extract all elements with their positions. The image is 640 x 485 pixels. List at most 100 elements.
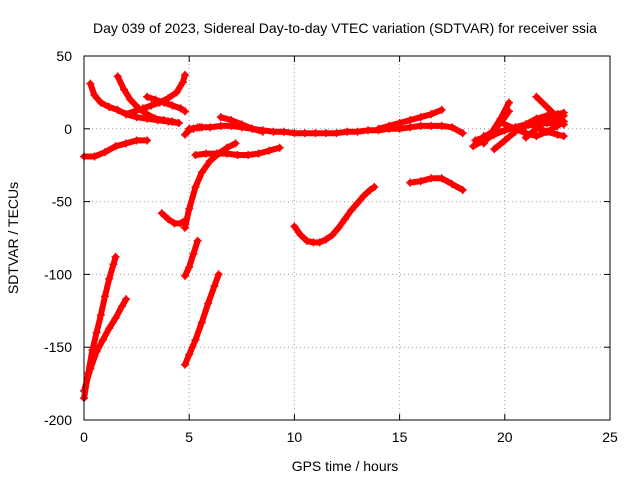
data-point — [130, 107, 139, 116]
series-arc-04 — [113, 72, 183, 127]
data-point — [111, 314, 120, 323]
y-tick-label: -150 — [44, 339, 72, 355]
series-line — [81, 296, 130, 394]
data-point — [164, 215, 173, 224]
data-point — [311, 129, 320, 138]
data-point — [437, 121, 446, 130]
data-point — [290, 222, 299, 231]
data-point — [427, 121, 436, 130]
data-point — [542, 102, 551, 111]
data-point — [90, 152, 99, 161]
series-arc-16 — [180, 270, 223, 369]
data-point — [275, 143, 284, 152]
data-point — [370, 183, 379, 192]
series-arc-06 — [143, 92, 189, 116]
data-point — [332, 129, 341, 138]
data-point — [553, 116, 562, 125]
data-point — [244, 151, 253, 160]
data-point — [500, 126, 509, 135]
data-point — [168, 117, 177, 126]
data-point — [86, 79, 95, 88]
data-point — [185, 124, 194, 133]
data-point — [458, 185, 467, 194]
data-point — [119, 85, 128, 94]
y-tick-label: 50 — [56, 48, 72, 64]
data-point — [180, 107, 189, 116]
data-point — [105, 102, 114, 111]
series-arc-08 — [157, 209, 189, 228]
data-point — [159, 116, 168, 125]
data-point — [258, 127, 267, 136]
data-point — [174, 118, 183, 127]
data-point — [172, 88, 181, 97]
data-point — [374, 124, 383, 133]
data-point — [521, 133, 530, 142]
data-point — [366, 185, 375, 194]
data-point — [542, 127, 551, 136]
data-point — [521, 120, 530, 129]
series-arc-02 — [80, 295, 131, 395]
data-point — [197, 318, 206, 327]
data-point — [178, 78, 187, 87]
data-point — [126, 95, 135, 104]
data-point — [212, 149, 221, 158]
data-point — [180, 70, 189, 79]
data-point — [214, 270, 223, 279]
data-point — [490, 129, 499, 138]
data-point — [416, 121, 425, 130]
y-tick-label: -200 — [44, 412, 72, 428]
data-point — [437, 174, 446, 183]
series-arc-15 — [180, 236, 202, 280]
data-point — [471, 136, 480, 145]
data-point — [147, 101, 156, 110]
chart-title: Day 039 of 2023, Sidereal Day-to-day VTE… — [93, 20, 597, 36]
data-point — [490, 145, 499, 154]
data-point — [216, 113, 225, 122]
data-point — [185, 204, 194, 213]
data-point — [469, 142, 478, 151]
data-point — [321, 129, 330, 138]
data-point — [92, 328, 101, 337]
x-tick-label: 10 — [287, 429, 303, 445]
data-point — [416, 177, 425, 186]
data-point — [176, 104, 185, 113]
x-tick-label: 0 — [80, 429, 88, 445]
data-point — [143, 110, 152, 119]
data-point — [191, 183, 200, 192]
data-point — [416, 113, 425, 122]
data-point — [385, 121, 394, 130]
data-point — [290, 129, 299, 138]
data-point — [113, 105, 122, 114]
data-point — [458, 129, 467, 138]
y-axis-label: SDTVAR / TECUs — [5, 182, 21, 294]
data-point — [559, 108, 568, 117]
data-point — [122, 139, 131, 148]
series-line — [182, 237, 201, 279]
data-point — [437, 105, 446, 114]
data-point — [511, 123, 520, 132]
data-point — [86, 365, 95, 374]
data-point — [532, 92, 541, 101]
data-point — [185, 350, 194, 359]
data-point — [195, 123, 204, 132]
data-point — [157, 209, 166, 218]
data-point — [105, 324, 114, 333]
data-point — [168, 101, 177, 110]
series-arc-12 — [216, 113, 267, 136]
data-point — [227, 116, 236, 125]
plot-frame — [83, 55, 611, 421]
series-arc-18 — [406, 174, 467, 194]
data-point — [202, 149, 211, 158]
data-point — [197, 168, 206, 177]
series-arc-14 — [374, 105, 446, 133]
data-point — [185, 263, 194, 272]
tick-layer: 0 5 10 15 20 25 -200 -150 -100 -50 0 50 — [44, 48, 618, 445]
x-tick-label: 5 — [185, 429, 193, 445]
data-point — [532, 132, 541, 141]
series-arc-27 — [532, 123, 568, 141]
data-point — [132, 136, 141, 145]
data-point — [343, 127, 351, 136]
data-point — [542, 116, 551, 125]
data-point — [117, 302, 126, 311]
